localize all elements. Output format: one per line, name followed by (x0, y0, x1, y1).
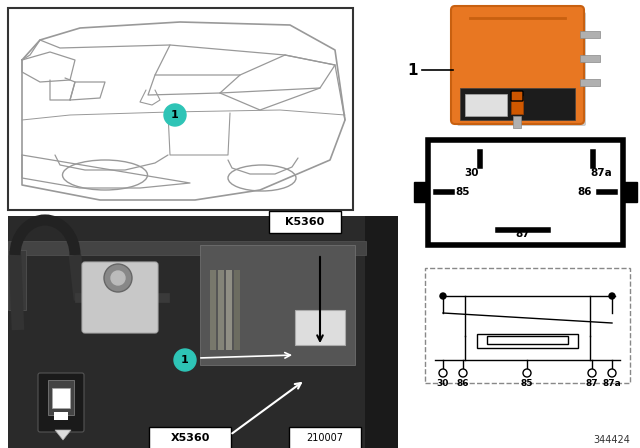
Bar (487, 336, 568, 344)
Text: 30: 30 (465, 168, 479, 178)
FancyBboxPatch shape (289, 427, 361, 448)
Text: 1: 1 (408, 63, 418, 78)
Circle shape (174, 349, 196, 371)
Bar (210, 270, 216, 350)
Bar (513, 116, 521, 128)
Circle shape (588, 369, 596, 377)
Bar (234, 270, 240, 350)
Bar (365, 216, 398, 448)
Circle shape (459, 369, 467, 377)
FancyBboxPatch shape (38, 373, 84, 432)
FancyBboxPatch shape (269, 211, 341, 233)
Circle shape (164, 104, 186, 126)
Text: 1: 1 (181, 355, 189, 365)
Bar (8, 241, 366, 255)
Text: 85: 85 (456, 187, 470, 197)
Bar (414, 182, 428, 202)
Text: 87a: 87a (603, 379, 621, 388)
Circle shape (111, 271, 125, 285)
Bar (425, 268, 630, 383)
Bar (465, 94, 507, 116)
Bar (477, 334, 578, 348)
Bar (8, 216, 398, 448)
Text: 86: 86 (457, 379, 469, 388)
Bar (460, 88, 575, 120)
Bar (428, 140, 623, 245)
Text: 87: 87 (586, 379, 598, 388)
Bar (623, 182, 637, 202)
Bar (48, 380, 74, 415)
Bar (52, 388, 70, 408)
Text: 86: 86 (578, 187, 592, 197)
Circle shape (440, 293, 446, 299)
Bar (580, 79, 600, 86)
Bar (54, 412, 68, 420)
Text: 1: 1 (171, 110, 179, 120)
Bar (8, 8, 353, 210)
FancyBboxPatch shape (82, 262, 158, 333)
Bar (218, 270, 224, 350)
Text: 30: 30 (437, 379, 449, 388)
Circle shape (104, 264, 132, 292)
Text: X5360: X5360 (170, 433, 210, 443)
FancyBboxPatch shape (511, 91, 523, 101)
FancyBboxPatch shape (451, 6, 584, 124)
Text: 87: 87 (516, 229, 531, 239)
Circle shape (523, 369, 531, 377)
Text: 344424: 344424 (593, 435, 630, 445)
Text: 210007: 210007 (307, 433, 344, 443)
FancyBboxPatch shape (149, 427, 231, 448)
Bar (200, 245, 355, 365)
Polygon shape (55, 430, 71, 440)
Bar (295, 310, 345, 345)
Text: 87a: 87a (590, 168, 612, 178)
Circle shape (439, 369, 447, 377)
Bar (580, 55, 600, 62)
Circle shape (609, 293, 615, 299)
Circle shape (608, 369, 616, 377)
Bar (8, 250, 26, 310)
Bar (226, 270, 232, 350)
Text: 85: 85 (521, 379, 533, 388)
Bar (511, 96, 523, 114)
Text: K5360: K5360 (285, 217, 324, 227)
Bar (580, 31, 600, 38)
FancyBboxPatch shape (457, 12, 586, 126)
